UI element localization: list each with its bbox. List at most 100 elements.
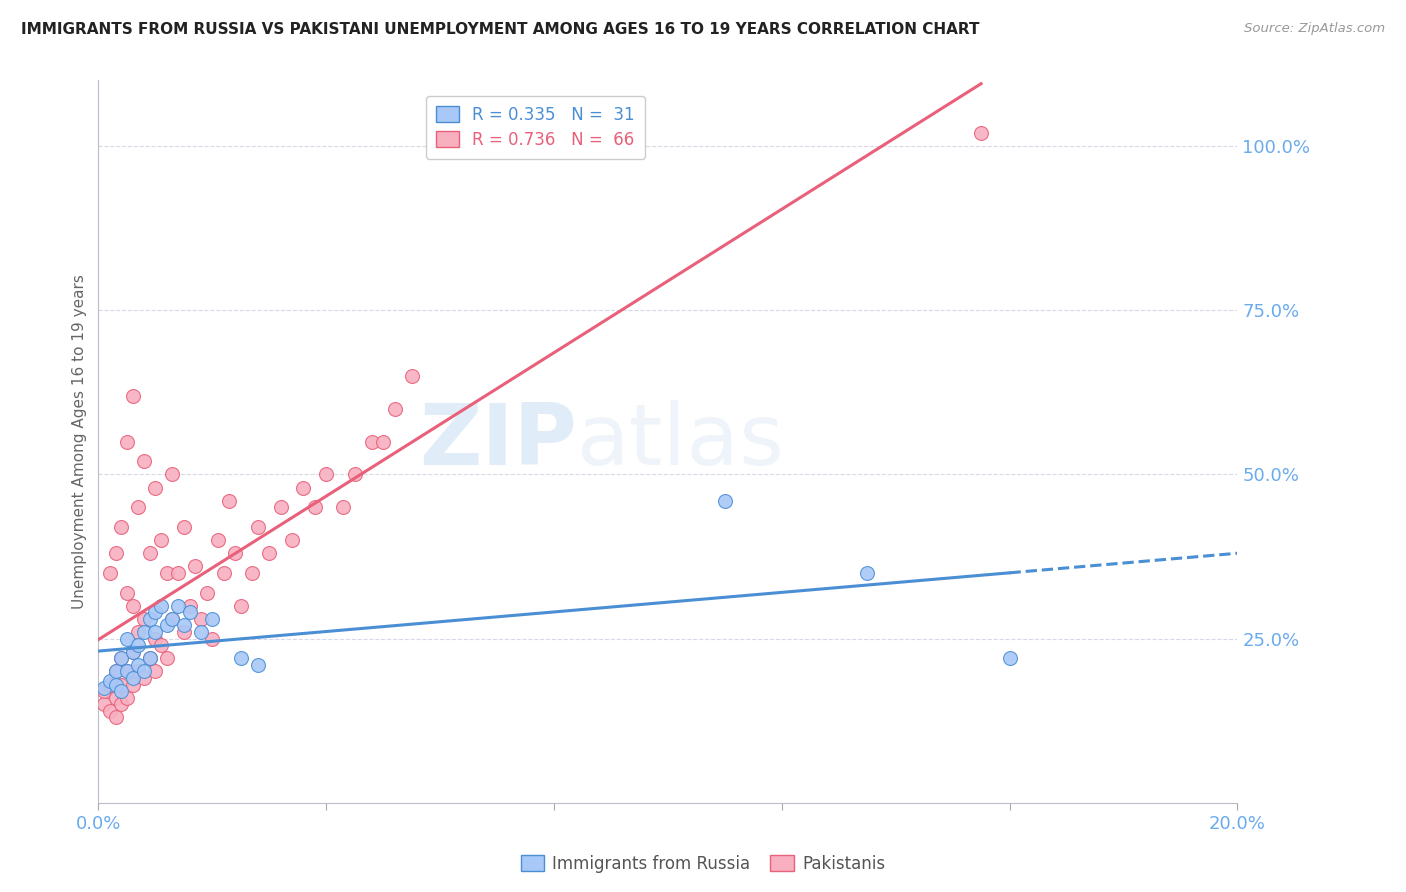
- Point: [104, 546, 127, 560]
- Point: [246, 657, 269, 672]
- Point: [115, 665, 138, 679]
- Point: [110, 684, 132, 698]
- Point: [132, 665, 155, 679]
- Point: [156, 618, 179, 632]
- Point: [138, 612, 160, 626]
- Legend: Immigrants from Russia, Pakistanis: Immigrants from Russia, Pakistanis: [515, 848, 891, 880]
- Point: [115, 632, 138, 646]
- Point: [98, 674, 121, 689]
- Point: [115, 665, 138, 679]
- Point: [138, 651, 160, 665]
- Point: [98, 704, 121, 718]
- Point: [115, 585, 138, 599]
- Point: [98, 566, 121, 580]
- Point: [162, 612, 184, 626]
- Point: [195, 585, 218, 599]
- Point: [110, 651, 132, 665]
- Point: [212, 566, 235, 580]
- Point: [115, 690, 138, 705]
- Point: [110, 651, 132, 665]
- Point: [229, 599, 252, 613]
- Point: [121, 645, 143, 659]
- Point: [93, 684, 115, 698]
- Point: [132, 612, 155, 626]
- Point: [998, 651, 1021, 665]
- Point: [240, 566, 263, 580]
- Point: [127, 500, 149, 515]
- Point: [304, 500, 326, 515]
- Point: [207, 533, 229, 547]
- Point: [259, 546, 281, 560]
- Text: IMMIGRANTS FROM RUSSIA VS PAKISTANI UNEMPLOYMENT AMONG AGES 16 TO 19 YEARS CORRE: IMMIGRANTS FROM RUSSIA VS PAKISTANI UNEM…: [21, 22, 980, 37]
- Point: [104, 665, 127, 679]
- Point: [229, 651, 252, 665]
- Point: [132, 671, 155, 685]
- Point: [127, 625, 149, 640]
- Point: [127, 657, 149, 672]
- Point: [292, 481, 315, 495]
- Point: [150, 599, 173, 613]
- Point: [246, 520, 269, 534]
- Point: [145, 625, 167, 640]
- Point: [224, 546, 246, 560]
- Point: [145, 665, 167, 679]
- Point: [138, 651, 160, 665]
- Point: [110, 698, 132, 712]
- Point: [162, 612, 184, 626]
- Text: ZIP: ZIP: [419, 400, 576, 483]
- Point: [156, 651, 179, 665]
- Point: [156, 566, 179, 580]
- Point: [121, 599, 143, 613]
- Point: [179, 599, 201, 613]
- Point: [145, 632, 167, 646]
- Point: [190, 612, 212, 626]
- Point: [121, 677, 143, 691]
- Point: [190, 625, 212, 640]
- Point: [115, 434, 138, 449]
- Point: [145, 481, 167, 495]
- Point: [167, 599, 190, 613]
- Point: [201, 632, 224, 646]
- Point: [281, 533, 304, 547]
- Point: [218, 493, 240, 508]
- Point: [384, 401, 406, 416]
- Text: atlas: atlas: [576, 400, 785, 483]
- Point: [373, 434, 395, 449]
- Point: [121, 645, 143, 659]
- Y-axis label: Unemployment Among Ages 16 to 19 years: Unemployment Among Ages 16 to 19 years: [72, 274, 87, 609]
- Point: [104, 677, 127, 691]
- Point: [104, 665, 127, 679]
- Point: [145, 605, 167, 619]
- Point: [184, 559, 207, 574]
- Point: [132, 625, 155, 640]
- Point: [173, 625, 195, 640]
- Point: [127, 638, 149, 652]
- Point: [110, 520, 132, 534]
- Point: [121, 388, 143, 402]
- Point: [401, 368, 423, 383]
- Point: [167, 566, 190, 580]
- Point: [110, 677, 132, 691]
- Point: [93, 698, 115, 712]
- Point: [132, 454, 155, 468]
- Point: [179, 605, 201, 619]
- Point: [162, 467, 184, 482]
- Point: [98, 677, 121, 691]
- Point: [856, 566, 879, 580]
- Point: [173, 520, 195, 534]
- Point: [138, 546, 160, 560]
- Point: [970, 126, 993, 140]
- Point: [360, 434, 382, 449]
- Point: [150, 533, 173, 547]
- Point: [121, 671, 143, 685]
- Point: [93, 681, 115, 695]
- Point: [104, 690, 127, 705]
- Point: [343, 467, 366, 482]
- Point: [714, 493, 737, 508]
- Point: [104, 710, 127, 724]
- Point: [173, 618, 195, 632]
- Point: [315, 467, 337, 482]
- Point: [332, 500, 354, 515]
- Legend: R = 0.335   N =  31, R = 0.736   N =  66: R = 0.335 N = 31, R = 0.736 N = 66: [426, 95, 645, 159]
- Text: Source: ZipAtlas.com: Source: ZipAtlas.com: [1244, 22, 1385, 36]
